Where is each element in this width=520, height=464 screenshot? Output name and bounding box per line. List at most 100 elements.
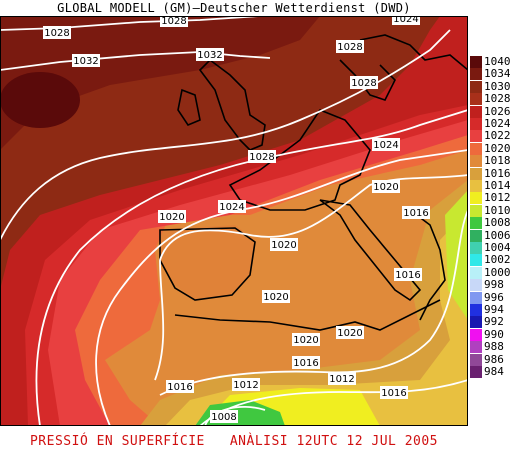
legend-item: 1000	[468, 266, 520, 279]
map-frame	[0, 16, 468, 426]
isobar-label: 1024	[392, 14, 420, 25]
legend-label: 998	[484, 278, 504, 292]
svg-text:1016: 1016	[381, 388, 406, 399]
isobar-label: 1032	[72, 54, 100, 67]
isobar-label: 1028	[248, 150, 276, 163]
legend-swatch	[470, 316, 482, 329]
legend-swatch	[470, 266, 482, 279]
isobar-label: 1012	[328, 372, 356, 385]
legend-swatch	[470, 192, 482, 205]
legend-item: 1018	[468, 154, 520, 168]
legend-item: 1026	[468, 104, 520, 118]
svg-text:1032: 1032	[197, 50, 222, 61]
legend-label: 1034	[484, 67, 511, 81]
svg-text:1020: 1020	[337, 328, 362, 339]
legend-item: 1020	[468, 141, 520, 155]
svg-text:1028: 1028	[161, 16, 186, 27]
legend-swatch	[470, 279, 482, 292]
svg-text:1020: 1020	[271, 240, 296, 251]
isobar-label: 1020	[292, 333, 320, 346]
legend-label: 1018	[484, 154, 511, 168]
isobar-label: 1020	[270, 238, 298, 251]
legend-item: 1016	[468, 167, 520, 180]
isobar-label: 1028	[350, 76, 378, 89]
legend-swatch	[470, 80, 482, 93]
legend-item: 1028	[468, 92, 520, 106]
legend-swatch	[470, 366, 482, 378]
legend-label: 1014	[484, 179, 511, 192]
isobar-label: 1020	[158, 210, 186, 223]
svg-text:1012: 1012	[233, 380, 258, 391]
legend-item: 994	[468, 303, 520, 316]
legend-swatch	[470, 142, 482, 155]
legend-label: 996	[484, 290, 504, 304]
legend-label: 994	[484, 303, 504, 316]
legend-swatch	[470, 204, 482, 217]
legend-item: 1010	[468, 203, 520, 217]
svg-text:1012: 1012	[329, 374, 354, 385]
legend-label: 1008	[484, 216, 511, 230]
caption-field: PRESSIÓ EN SUPERFÍCIE	[29, 434, 205, 449]
legend-label: 992	[484, 315, 504, 329]
legend-label: 1010	[484, 203, 511, 217]
isobar-label: 1024	[372, 138, 400, 151]
legend-item: 990	[468, 327, 520, 341]
svg-text:1020: 1020	[293, 335, 318, 346]
svg-text:1020: 1020	[263, 292, 288, 303]
legend-item: 1022	[468, 129, 520, 143]
legend-swatch	[470, 105, 482, 118]
legend-swatch	[470, 118, 482, 130]
legend-swatch	[470, 341, 482, 354]
legend-swatch	[470, 130, 482, 143]
svg-text:1024: 1024	[393, 14, 418, 25]
svg-text:1028: 1028	[351, 78, 376, 89]
svg-text:1024: 1024	[373, 140, 398, 151]
isobar-label: 1028	[336, 40, 364, 53]
svg-text:1016: 1016	[403, 208, 428, 219]
svg-text:1008: 1008	[211, 412, 236, 423]
legend-swatch	[470, 254, 482, 267]
svg-text:1032: 1032	[73, 56, 98, 67]
isobar-label: 1020	[336, 326, 364, 339]
legend-swatch	[470, 180, 482, 192]
legend-label: 1026	[484, 104, 511, 118]
svg-text:1020: 1020	[373, 182, 398, 193]
legend-label: 1012	[484, 191, 511, 205]
svg-text:1028: 1028	[44, 28, 69, 39]
legend-label: 1002	[484, 253, 511, 267]
chart-title: GLOBAL MODELL (GM)—Deutscher Wetterdiens…	[57, 1, 411, 15]
isobar-label: 1016	[166, 380, 194, 393]
legend-item: 998	[468, 278, 520, 292]
svg-text:1016: 1016	[395, 270, 420, 281]
legend-swatch	[470, 353, 482, 366]
isobar-label: 1016	[394, 268, 422, 281]
isobar-label: 1024	[218, 200, 246, 213]
legend-label: 1020	[484, 141, 511, 155]
legend-swatch	[470, 328, 482, 341]
iberia-land	[160, 225, 255, 300]
isobar-label: 1032	[196, 48, 224, 61]
svg-text:1028: 1028	[337, 42, 362, 53]
legend-item: 986	[468, 353, 520, 366]
legend-item: 1004	[468, 241, 520, 254]
legend-label: 1022	[484, 129, 511, 143]
legend-item: 1012	[468, 191, 520, 205]
legend-swatch	[470, 217, 482, 230]
pressure-core-1032	[0, 72, 80, 128]
legend-label: 990	[484, 327, 504, 341]
isobars	[0, 16, 468, 426]
legend-item: 988	[468, 340, 520, 354]
isobar-label: 1016	[380, 386, 408, 399]
legend-swatch	[470, 304, 482, 316]
legend-label: 1030	[484, 79, 511, 93]
isobar-label: 1016	[402, 206, 430, 219]
legend-swatch	[470, 229, 482, 242]
legend-item: 984	[468, 365, 520, 378]
legend-swatch	[470, 155, 482, 168]
isobar-label: 1012	[232, 378, 260, 391]
legend-item: 1006	[468, 229, 520, 242]
legend-item: 1024	[468, 117, 520, 130]
legend-item: 996	[468, 290, 520, 304]
legend-swatch	[470, 242, 482, 254]
isobar-label: 1016	[292, 356, 320, 369]
